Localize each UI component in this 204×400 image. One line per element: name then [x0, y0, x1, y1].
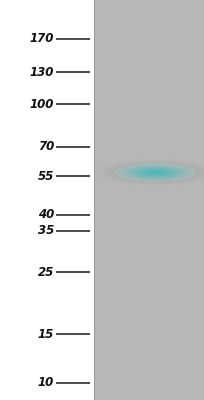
Text: 40: 40: [38, 208, 54, 222]
Text: 100: 100: [30, 98, 54, 110]
Text: 70: 70: [38, 140, 54, 154]
Text: 15: 15: [38, 328, 54, 340]
Text: 10: 10: [38, 376, 54, 390]
Text: 170: 170: [30, 32, 54, 46]
Text: 55: 55: [38, 170, 54, 182]
Text: 25: 25: [38, 266, 54, 278]
Text: 130: 130: [30, 66, 54, 78]
Text: 35: 35: [38, 224, 54, 238]
